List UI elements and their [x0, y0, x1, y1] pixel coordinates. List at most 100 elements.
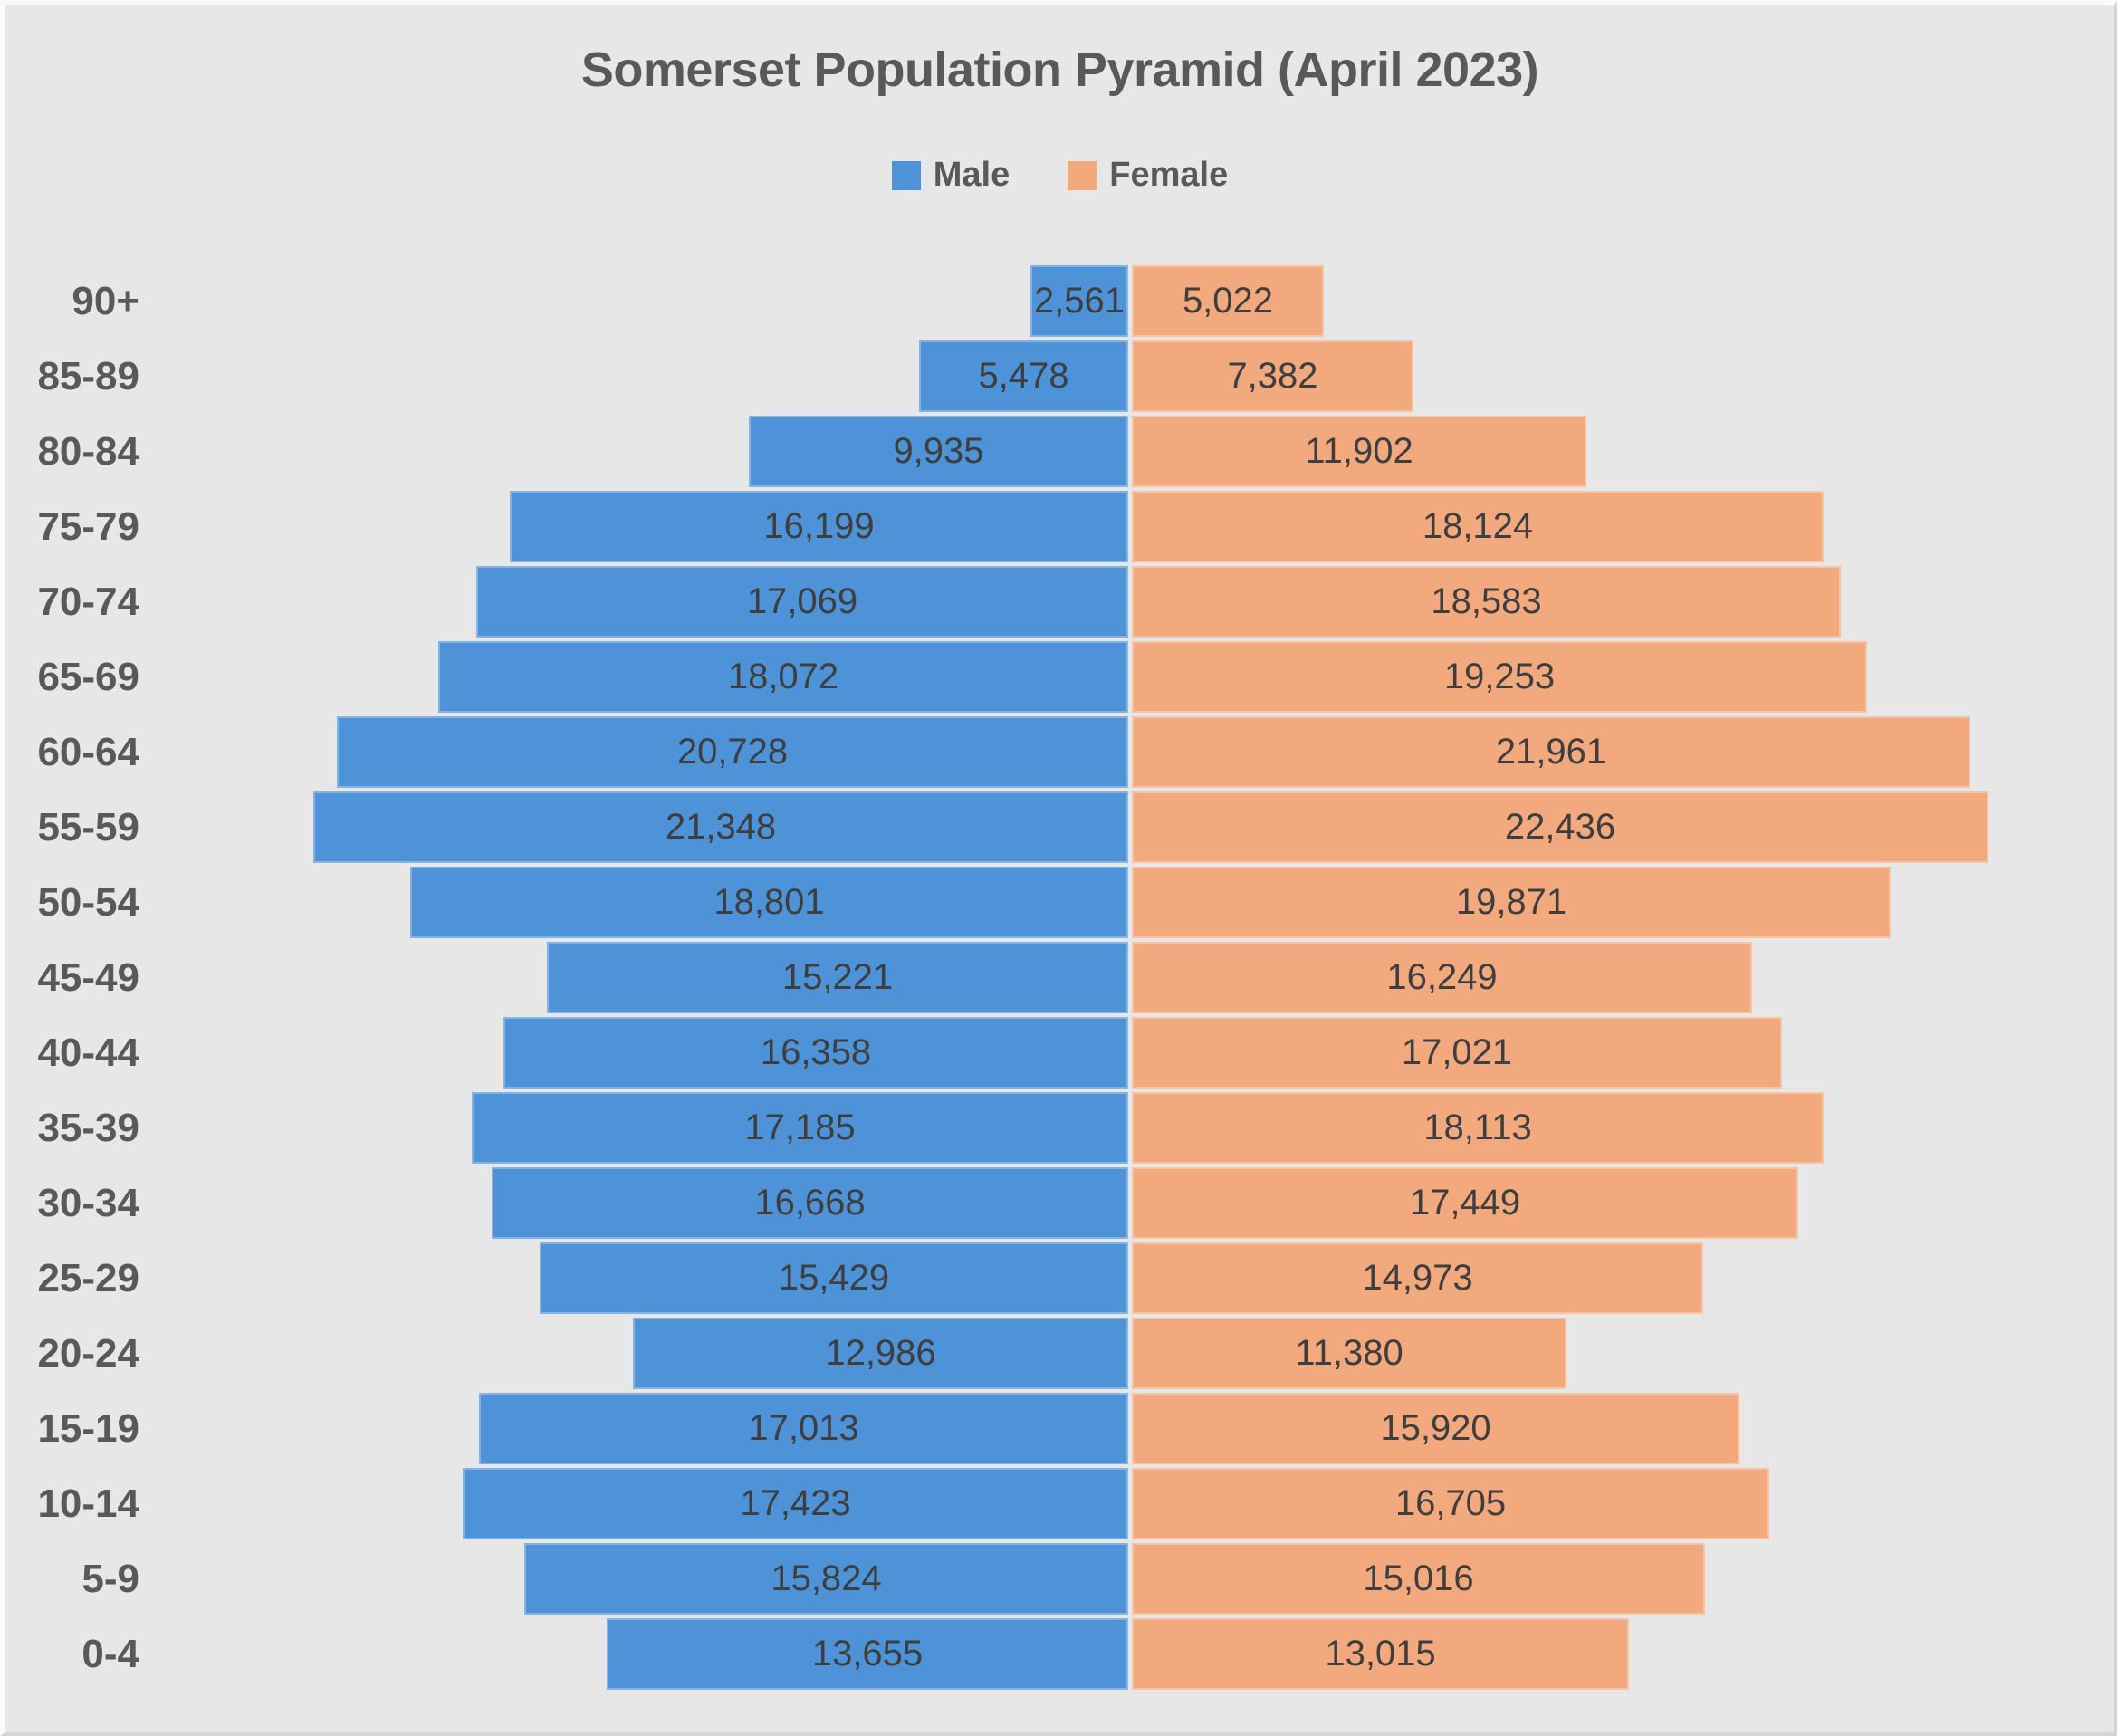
female-zone: 18,583	[1132, 566, 2114, 638]
male-bar-value: 17,185	[744, 1108, 856, 1147]
male-bar-value: 18,072	[727, 657, 839, 696]
male-zone: 15,221	[139, 942, 1128, 1013]
female-bar-value: 15,016	[1363, 1559, 1474, 1598]
female-bar-value: 19,871	[1455, 882, 1567, 922]
male-bar: 13,655	[607, 1618, 1128, 1690]
female-zone: 14,973	[1132, 1242, 2114, 1314]
female-bar: 11,902	[1132, 416, 1586, 487]
male-bar: 15,221	[547, 942, 1128, 1013]
age-label: 40-44	[37, 1030, 139, 1075]
male-bar: 18,801	[410, 867, 1128, 938]
age-label: 35-39	[37, 1105, 139, 1150]
female-zone: 17,449	[1132, 1167, 2114, 1239]
age-label: 70-74	[37, 579, 139, 624]
age-label: 85-89	[37, 353, 139, 398]
female-zone: 11,902	[1132, 416, 2114, 487]
age-label: 80-84	[37, 428, 139, 474]
legend-label-male: Male	[933, 156, 1011, 194]
pyramid-row: 60-64 20,728 21,961	[5, 715, 2114, 790]
male-bar: 5,478	[919, 340, 1128, 412]
female-bar: 11,380	[1132, 1318, 1566, 1389]
age-label: 10-14	[37, 1481, 139, 1526]
female-zone: 22,436	[1132, 791, 2114, 863]
female-bar-value: 16,249	[1386, 957, 1498, 997]
male-bar-value: 12,986	[825, 1333, 936, 1373]
female-bar: 5,022	[1132, 265, 1324, 337]
female-bar-value: 18,113	[1423, 1108, 1532, 1147]
pyramid-row: 5-9 15,824 15,016	[5, 1541, 2114, 1616]
male-bar-value: 9,935	[893, 431, 984, 471]
male-bar: 16,358	[503, 1017, 1128, 1089]
male-bar-value: 18,801	[714, 882, 825, 922]
male-bar: 16,199	[510, 491, 1128, 562]
age-label: 30-34	[37, 1180, 139, 1225]
female-legend-swatch-icon	[1068, 160, 1097, 190]
male-bar: 16,668	[492, 1167, 1128, 1239]
chart-title: Somerset Population Pyramid (April 2023)	[580, 43, 1539, 97]
male-bar-value: 17,069	[746, 581, 858, 621]
pyramid-row: 90+ 2,561 5,022	[5, 264, 2114, 339]
female-bar: 19,871	[1132, 867, 1891, 938]
pyramid-row: 50-54 18,801 19,871	[5, 865, 2114, 940]
male-bar-value: 16,668	[754, 1183, 866, 1223]
male-bar: 21,348	[313, 791, 1128, 863]
male-zone: 21,348	[139, 791, 1128, 863]
male-bar-value: 15,824	[771, 1559, 882, 1598]
female-bar-value: 18,583	[1431, 581, 1542, 621]
pyramid-row: 70-74 17,069 18,583	[5, 564, 2114, 639]
male-zone: 5,478	[139, 340, 1128, 412]
female-zone: 21,961	[1132, 716, 2114, 788]
male-bar: 15,824	[524, 1543, 1128, 1615]
male-bar: 17,069	[476, 566, 1128, 638]
male-bar-value: 21,348	[665, 807, 777, 847]
male-bar-value: 17,013	[748, 1408, 859, 1448]
pyramid-row: 40-44 16,358 17,021	[5, 1015, 2114, 1090]
male-zone: 17,185	[139, 1092, 1128, 1164]
female-bar: 17,021	[1132, 1017, 1782, 1089]
female-zone: 16,705	[1132, 1468, 2114, 1539]
female-bar: 15,016	[1132, 1543, 1705, 1615]
pyramid-row: 85-89 5,478 7,382	[5, 339, 2114, 414]
age-label: 25-29	[37, 1255, 139, 1300]
female-zone: 16,249	[1132, 942, 2114, 1013]
female-bar-value: 17,449	[1409, 1183, 1521, 1223]
male-zone: 16,199	[139, 491, 1128, 562]
female-bar: 16,705	[1132, 1468, 1769, 1539]
pyramid-row: 30-34 16,668 17,449	[5, 1165, 2114, 1241]
age-label: 20-24	[37, 1330, 139, 1376]
female-bar-value: 5,022	[1182, 281, 1274, 321]
pyramid-row: 25-29 15,429 14,973	[5, 1241, 2114, 1316]
male-zone: 17,423	[139, 1468, 1128, 1539]
pyramid-row: 0-4 13,655 13,015	[5, 1616, 2114, 1692]
age-label: 15-19	[37, 1405, 139, 1451]
age-label: 90+	[72, 278, 139, 323]
female-bar: 18,124	[1132, 491, 1824, 562]
pyramid-row: 20-24 12,986 11,380	[5, 1316, 2114, 1391]
female-zone: 17,021	[1132, 1017, 2114, 1089]
female-bar-value: 13,015	[1325, 1634, 1436, 1674]
legend-item-male: Male	[891, 156, 1011, 195]
male-zone: 15,824	[139, 1543, 1128, 1615]
male-zone: 18,072	[139, 641, 1128, 713]
female-zone: 18,113	[1132, 1092, 2114, 1164]
female-zone: 15,920	[1132, 1393, 2114, 1464]
male-bar-value: 20,728	[676, 732, 789, 772]
male-bar: 17,185	[472, 1092, 1128, 1164]
female-bar-value: 19,253	[1443, 657, 1556, 696]
male-bar-value: 15,429	[778, 1258, 890, 1298]
female-bar: 13,015	[1132, 1618, 1629, 1690]
male-bar-value: 5,478	[978, 356, 1069, 396]
age-label: 60-64	[37, 729, 139, 774]
female-zone: 11,380	[1132, 1318, 2114, 1389]
female-bar: 18,583	[1132, 566, 1841, 638]
male-zone: 20,728	[139, 716, 1128, 788]
female-zone: 18,124	[1132, 491, 2114, 562]
pyramid-rows: 90+ 2,561 5,022 85-89 5,478 7,382 80-84 9,935 11…	[5, 264, 2114, 1692]
female-bar: 15,920	[1132, 1393, 1739, 1464]
female-zone: 19,871	[1132, 867, 2114, 938]
age-label: 5-9	[81, 1556, 139, 1601]
female-bar-value: 7,382	[1227, 356, 1318, 396]
female-bar: 14,973	[1132, 1242, 1703, 1314]
age-label: 75-79	[37, 504, 139, 549]
legend-item-female: Female	[1068, 156, 1228, 195]
